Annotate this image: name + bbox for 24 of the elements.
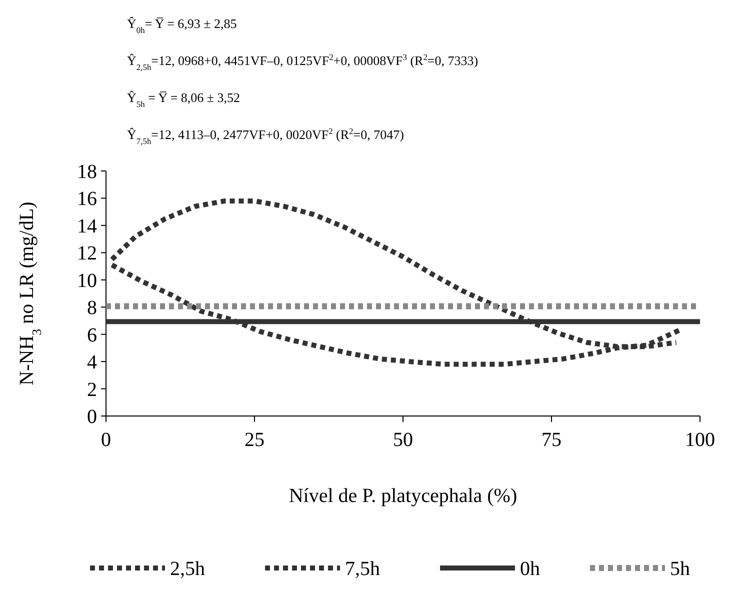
y-tick-label: 6 bbox=[87, 324, 97, 346]
x-axis-title: Nível de P. platycephala (%) bbox=[288, 485, 518, 507]
text: Ŷ$_{2,5h}$=12, 0968+0, 4451VF–0, 0125VF$^{2}$+0, 00008VF$^{3}$ (R$^{2}$=0, 7333) bbox=[127, 52, 478, 72]
y-tick-label: 0 bbox=[87, 406, 97, 428]
x-tick-label: 75 bbox=[542, 429, 562, 451]
legend-label: 2,5h bbox=[170, 558, 205, 580]
text: Ŷ$_{7,5h}$=12, 4113–0, 2477VF+0, 0020VF$^{2}$ (R$^{2}$=0, 7047) bbox=[127, 126, 404, 146]
y-tick-label: 8 bbox=[87, 297, 97, 320]
legend-label: 7,5h bbox=[345, 558, 380, 580]
text: Ŷ$_{5h}$ = Y̅ = 8,06 ± 3,52 bbox=[127, 90, 240, 109]
y-tick-label: 18 bbox=[77, 161, 97, 183]
y-tick-label: 2 bbox=[87, 378, 97, 401]
legend-label: 5h bbox=[670, 558, 690, 580]
text: Ŷ$_{0h}$= Y̅ = 6,93 ± 2,85 bbox=[127, 16, 237, 35]
x-tick-label: 0 bbox=[101, 429, 111, 451]
y-tick-label: 10 bbox=[77, 270, 97, 292]
x-tick-label: 25 bbox=[244, 429, 264, 451]
legend-label: 0h bbox=[520, 558, 540, 580]
x-tick-label: 50 bbox=[393, 429, 413, 451]
y-tick-label: 12 bbox=[77, 242, 97, 265]
x-tick-label: 100 bbox=[685, 429, 715, 451]
y-tick-label: 16 bbox=[77, 188, 97, 210]
y-tick-label: 4 bbox=[87, 352, 97, 374]
y-tick-label: 14 bbox=[77, 215, 97, 238]
